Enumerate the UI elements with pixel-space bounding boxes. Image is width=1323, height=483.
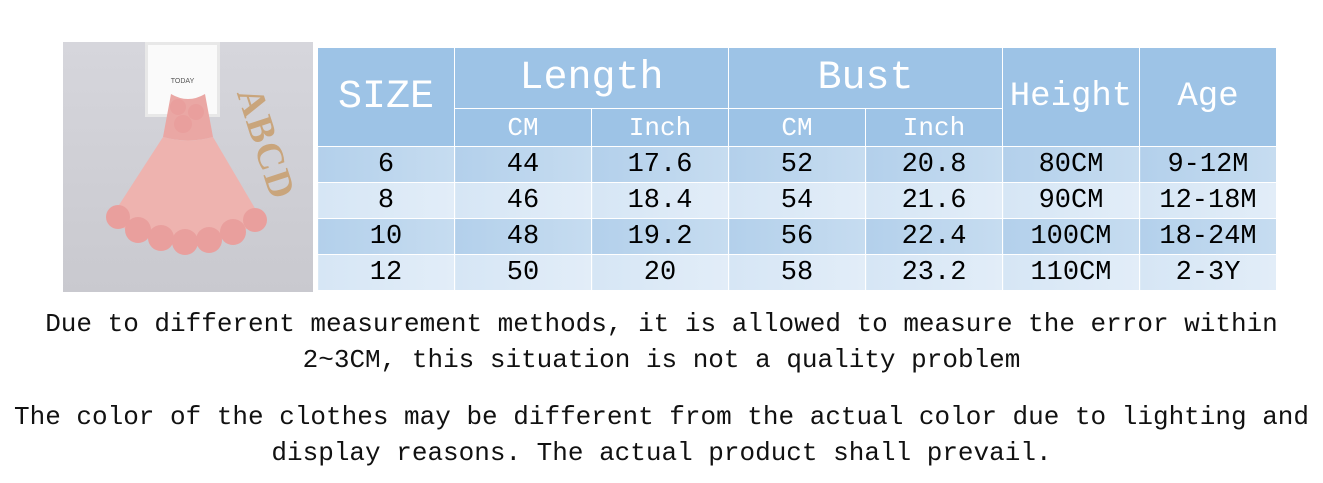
cell-size: 6 [317,146,455,183]
table-row: 12 50 20 58 23.2 110CM 2-3Y [317,254,1277,291]
header-bust-inch: Inch [865,108,1003,147]
header-bust: Bust [728,47,1003,109]
header-bust-cm: CM [728,108,866,147]
cell-bust-cm: 56 [728,218,866,255]
measurement-note: Due to different measurement methods, it… [0,306,1323,378]
cell-age: 12-18M [1139,182,1277,219]
header-length-inch: Inch [591,108,729,147]
product-photo: TODAY ABCD [63,42,313,292]
header-height: Height [1002,47,1140,147]
cell-length-cm: 50 [454,254,592,291]
header-size: SIZE [317,47,455,147]
cell-length-cm: 44 [454,146,592,183]
cell-bust-cm: 58 [728,254,866,291]
cell-age: 9-12M [1139,146,1277,183]
measurement-note-line1: Due to different measurement methods, it… [45,309,1278,339]
cell-bust-cm: 54 [728,182,866,219]
table-row: 10 48 19.2 56 22.4 100CM 18-24M [317,218,1277,255]
cell-bust-inch: 20.8 [865,146,1003,183]
cell-size: 10 [317,218,455,255]
header-age: Age [1139,47,1277,147]
size-chart-table: SIZE Length Bust Height Age CM Inch CM I… [317,47,1277,291]
color-note-line2: display reasons. The actual product shal… [271,438,1052,468]
cell-size: 8 [317,182,455,219]
cell-age: 18-24M [1139,218,1277,255]
header-length: Length [454,47,729,109]
table-row: 8 46 18.4 54 21.6 90CM 12-18M [317,182,1277,219]
pink-dress-image [106,94,267,255]
cell-bust-cm: 52 [728,146,866,183]
cell-length-inch: 17.6 [591,146,729,183]
cell-size: 12 [317,254,455,291]
cell-length-inch: 20 [591,254,729,291]
cell-height: 100CM [1002,218,1140,255]
cell-bust-inch: 23.2 [865,254,1003,291]
color-note: The color of the clothes may be differen… [0,399,1323,471]
cell-length-inch: 18.4 [591,182,729,219]
cell-length-inch: 19.2 [591,218,729,255]
cell-length-cm: 48 [454,218,592,255]
table-row: 6 44 17.6 52 20.8 80CM 9-12M [317,146,1277,183]
cell-height: 110CM [1002,254,1140,291]
measurement-note-line2: 2~3CM, this situation is not a quality p… [302,345,1021,375]
cell-bust-inch: 21.6 [865,182,1003,219]
cell-height: 90CM [1002,182,1140,219]
cell-length-cm: 46 [454,182,592,219]
frame-text: TODAY [170,78,195,85]
cell-height: 80CM [1002,146,1140,183]
cell-bust-inch: 22.4 [865,218,1003,255]
header-length-cm: CM [454,108,592,147]
color-note-line1: The color of the clothes may be differen… [13,402,1309,432]
cell-age: 2-3Y [1139,254,1277,291]
